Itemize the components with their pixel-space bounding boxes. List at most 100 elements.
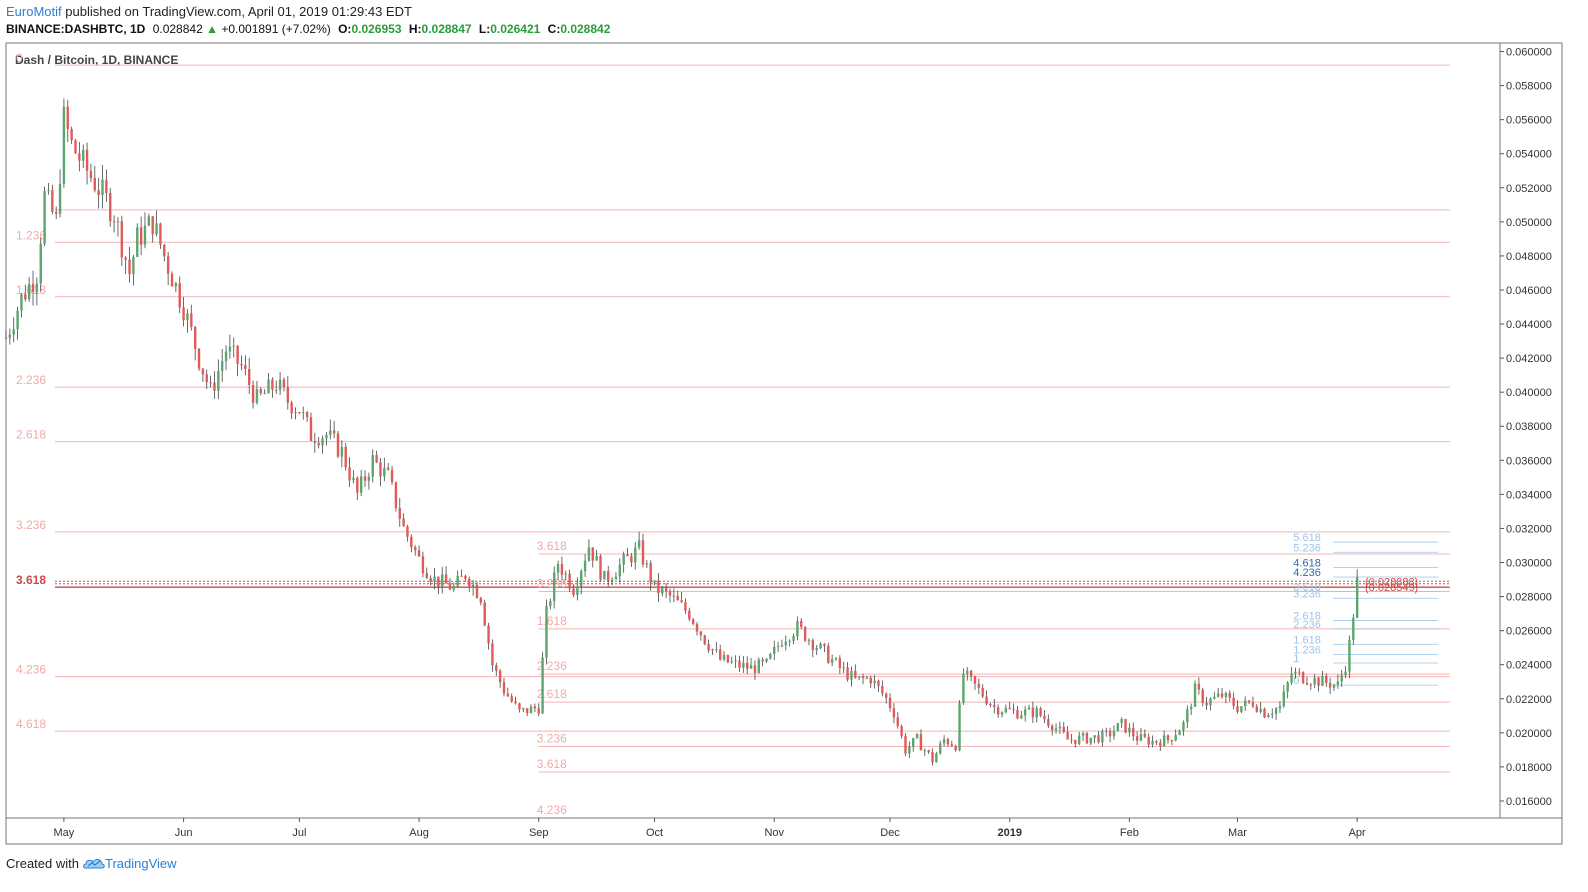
author-link[interactable]: EuroMotif: [6, 4, 62, 19]
tradingview-brand[interactable]: TradingView: [104, 856, 177, 871]
candle-down: [838, 658, 842, 668]
candle-up: [136, 227, 139, 257]
candle-down: [800, 620, 803, 627]
candle-up: [618, 564, 622, 577]
candle-up: [1178, 730, 1181, 736]
candle-down: [989, 703, 992, 705]
low-label: L:: [478, 22, 491, 36]
candle-up: [1332, 684, 1336, 688]
price-axis[interactable]: 0.060000 0.058000 0.056000 0.054000 0.052000…: [1500, 47, 1552, 808]
candle-down: [259, 389, 262, 394]
candle-down: [417, 550, 421, 557]
candle-up: [1216, 693, 1220, 697]
candle-down: [607, 570, 610, 581]
open-value: 0.026953: [351, 22, 402, 36]
fib-levels[interactable]: 01.2361.6182.2362.6183.2363.6184.2364.61…: [16, 51, 1450, 817]
candle-down: [649, 563, 652, 583]
candle-down: [954, 745, 957, 751]
candle-up: [39, 243, 42, 284]
candle-down: [1105, 731, 1108, 733]
arrow-up-icon: ▲: [206, 22, 218, 36]
candle-up: [155, 223, 158, 235]
candle-down: [827, 645, 830, 663]
y-tick-label: 0.034000: [1506, 489, 1552, 501]
candle-down: [695, 624, 699, 632]
candle-down: [51, 190, 54, 212]
candle-down: [896, 717, 899, 727]
candle-down: [1228, 692, 1231, 698]
y-tick-label: 0.022000: [1506, 694, 1552, 706]
candle-up: [834, 658, 838, 660]
candle-down: [904, 735, 907, 754]
candle-down: [305, 412, 309, 418]
published-text: published on TradingView.com, April 01, …: [65, 4, 412, 19]
candle-up: [522, 708, 525, 710]
candle-down: [533, 706, 537, 709]
candle-down: [213, 382, 216, 391]
candle-down: [568, 573, 571, 589]
candle-up: [637, 540, 641, 548]
candle-down: [1201, 689, 1204, 703]
candle-up: [815, 648, 818, 651]
candle-down: [159, 223, 162, 245]
price-change: +0.001891 (+7.02%): [221, 22, 331, 36]
candle-up: [267, 379, 270, 394]
candle-down: [170, 273, 174, 287]
candle-up: [1193, 683, 1197, 707]
candle-down: [151, 216, 154, 235]
fib-label-second: 3.236: [537, 731, 567, 745]
candle-up: [564, 573, 567, 575]
candle-down: [1305, 682, 1309, 685]
candle-down: [483, 602, 486, 626]
candle-up: [441, 574, 444, 587]
x-tick-label: Apr: [1349, 827, 1366, 839]
candle-down: [298, 412, 301, 414]
candle-down: [927, 750, 930, 753]
candle-down: [1062, 726, 1065, 733]
candle-down: [1012, 708, 1015, 710]
candle-down: [290, 402, 293, 414]
x-tick-label: Jul: [292, 827, 306, 839]
candle-up: [1213, 696, 1216, 699]
candle-down: [236, 345, 239, 364]
candle-down: [861, 676, 865, 679]
candle-down: [120, 221, 124, 258]
candle-down: [398, 508, 401, 519]
fib-label-main: 2.618: [16, 428, 46, 442]
candle-up: [220, 361, 224, 371]
y-tick-label: 0.030000: [1506, 558, 1552, 570]
y-tick-label: 0.038000: [1506, 421, 1552, 433]
candle-down: [479, 597, 483, 603]
time-axis[interactable]: May Jun Jul Aug Sep Oct Nov Dec 2019 Feb Mar Apr: [54, 818, 1367, 839]
candle-up: [788, 640, 791, 642]
candle-down: [429, 578, 432, 582]
candle-down: [70, 129, 73, 141]
candle-down: [390, 469, 394, 483]
candle-down: [85, 149, 89, 171]
publish-info: EuroMotif published on TradingView.com, …: [6, 4, 412, 19]
candle-down: [498, 670, 502, 683]
candle-up: [302, 412, 305, 414]
candle-down: [209, 382, 212, 384]
candle-up: [1244, 700, 1247, 707]
candle-up: [58, 184, 62, 214]
candle-up: [1182, 722, 1185, 731]
candle-down: [626, 554, 629, 557]
candle-down: [1132, 727, 1135, 737]
candle-down: [981, 687, 984, 697]
candle-down: [394, 482, 398, 509]
chart-title: Dash / Bitcoin, 1D, BINANCE: [15, 53, 178, 67]
candle-up: [587, 547, 591, 561]
candle-up: [595, 555, 598, 561]
candle-down: [414, 547, 417, 551]
candle-up: [1023, 709, 1027, 716]
fib-label-main: 1.236: [16, 228, 46, 242]
candle-down: [560, 564, 564, 575]
candle-up: [1313, 677, 1316, 685]
candle-up: [224, 351, 228, 362]
y-tick-label: 0.018000: [1506, 762, 1552, 774]
candle-down: [680, 600, 683, 603]
symbol-info: BINANCE:DASHBTC, 1D 0.028842 ▲ +0.001891…: [6, 22, 610, 36]
candle-down: [193, 326, 197, 349]
